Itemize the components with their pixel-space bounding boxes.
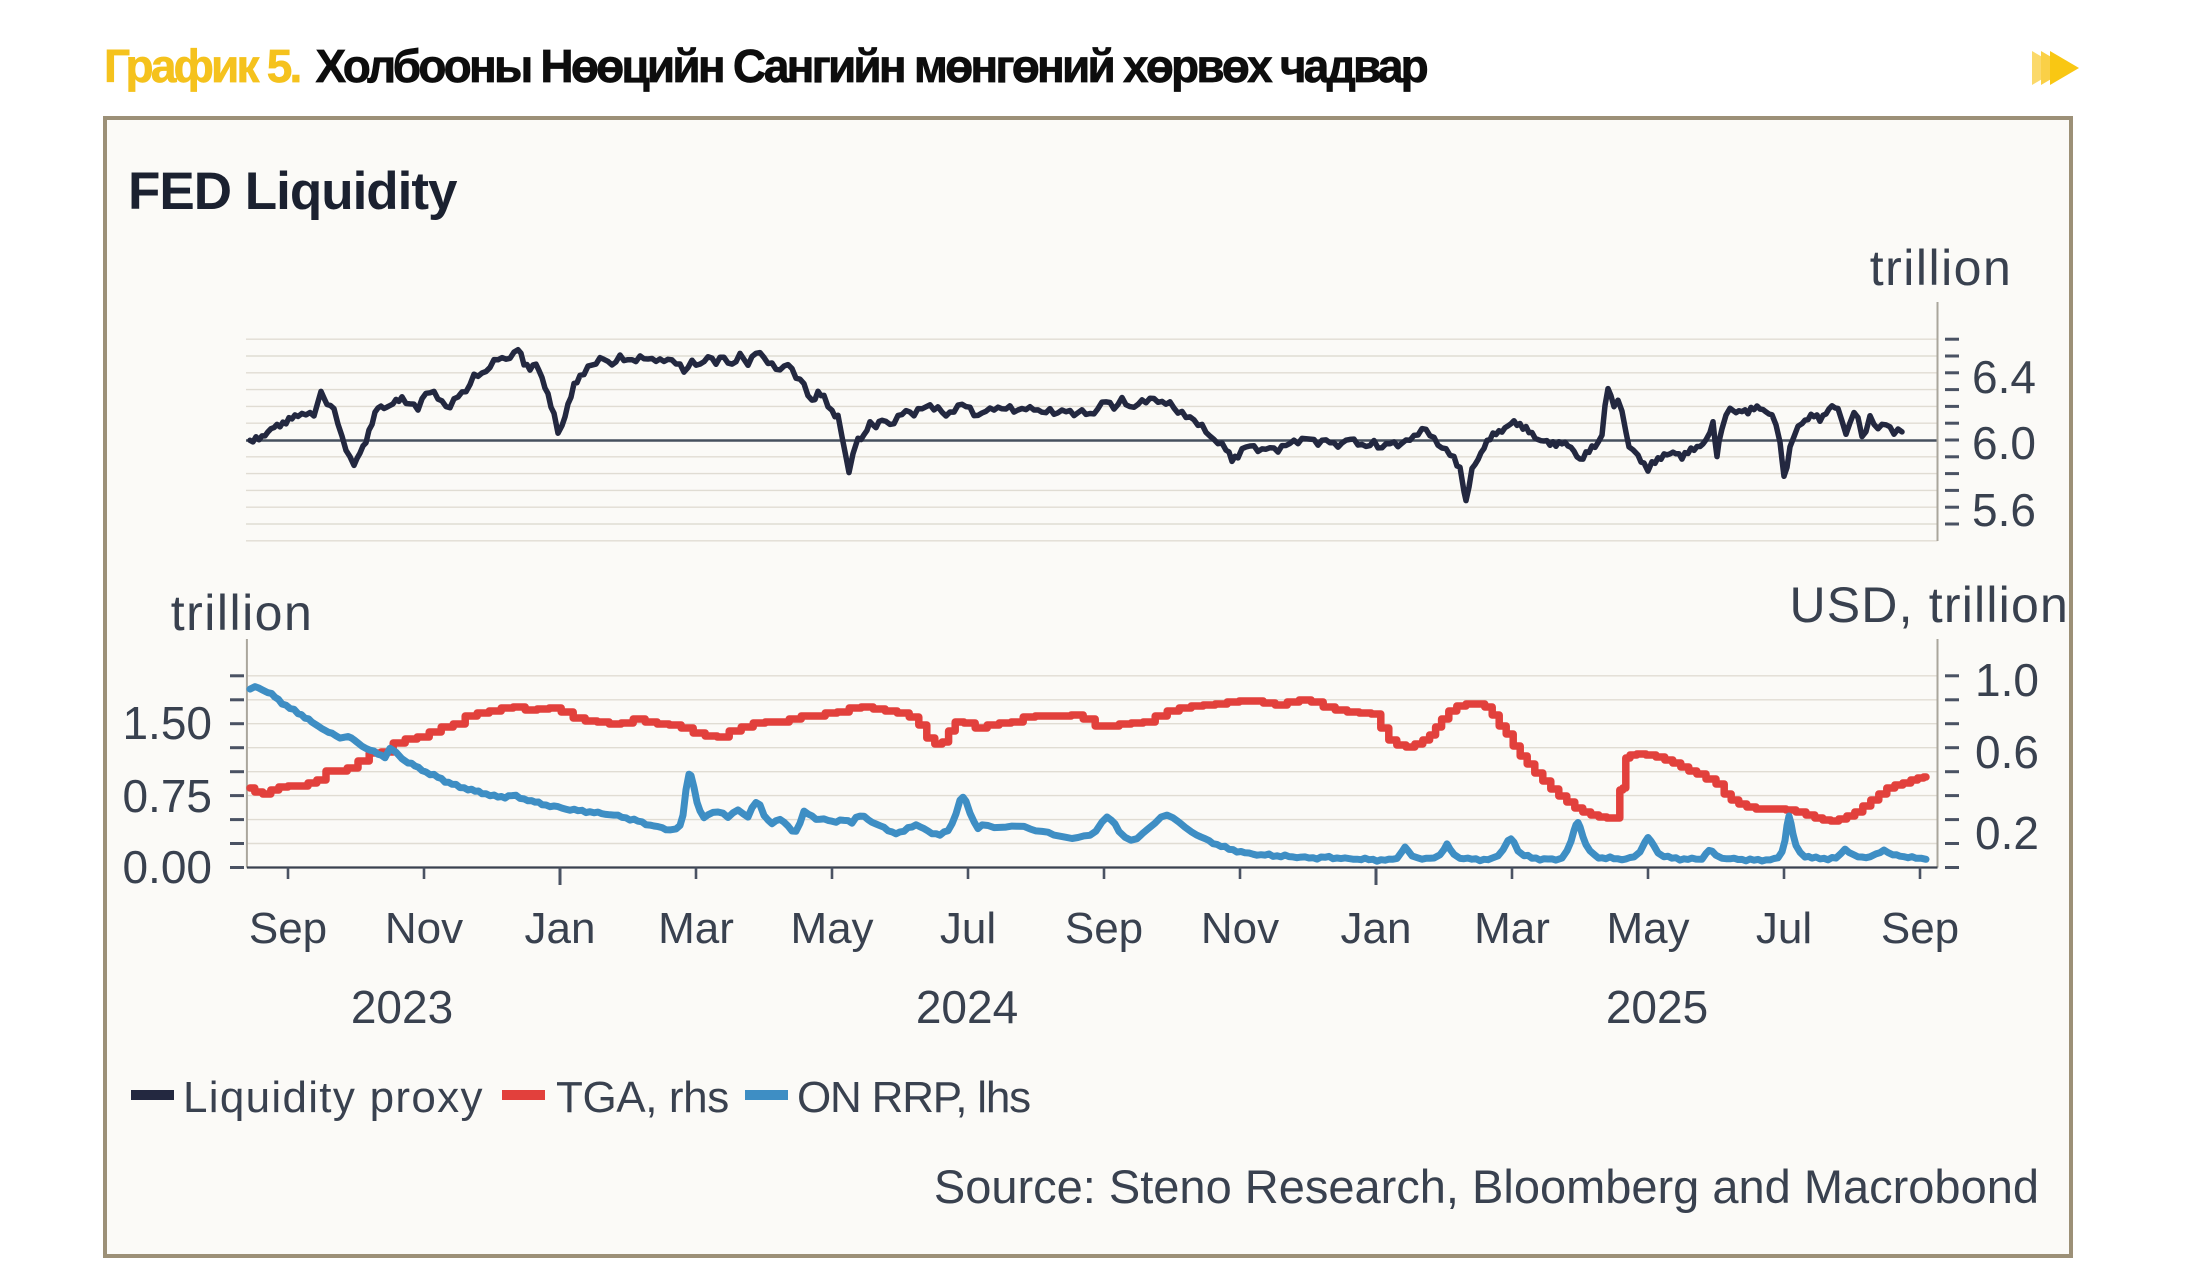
svg-text:5.6: 5.6	[1972, 484, 2036, 536]
svg-text:1.0: 1.0	[1975, 654, 2039, 706]
svg-text:trillion: trillion	[171, 585, 314, 641]
svg-text:May: May	[790, 904, 873, 953]
svg-text:0.6: 0.6	[1975, 726, 2039, 778]
svg-text:0.75: 0.75	[122, 770, 212, 822]
svg-text:Mar: Mar	[1474, 904, 1550, 953]
svg-text:Jul: Jul	[940, 904, 996, 953]
svg-text:0.00: 0.00	[122, 841, 212, 893]
svg-text:Liquidity proxy: Liquidity proxy	[183, 1073, 484, 1122]
svg-text:trillion: trillion	[1870, 240, 2013, 296]
svg-text:Mar: Mar	[658, 904, 734, 953]
svg-text:May: May	[1606, 904, 1689, 953]
svg-text:6.4: 6.4	[1972, 351, 2036, 403]
svg-text:2023: 2023	[351, 981, 453, 1033]
svg-text:Jul: Jul	[1756, 904, 1812, 953]
svg-text:Sep: Sep	[249, 904, 327, 953]
svg-text:Jan: Jan	[1341, 904, 1412, 953]
svg-text:Nov: Nov	[385, 904, 463, 953]
svg-text:2024: 2024	[916, 981, 1018, 1033]
svg-text:1.50: 1.50	[122, 697, 212, 749]
svg-text:6.0: 6.0	[1972, 417, 2036, 469]
svg-text:Jan: Jan	[525, 904, 596, 953]
svg-text:Sep: Sep	[1065, 904, 1143, 953]
svg-text:Nov: Nov	[1201, 904, 1279, 953]
svg-text:2025: 2025	[1606, 981, 1708, 1033]
svg-text:ON RRP, lhs: ON RRP, lhs	[797, 1073, 1030, 1122]
svg-text:Source: Steno Research, Bloomb: Source: Steno Research, Bloomberg and Ma…	[934, 1160, 2039, 1213]
svg-text:Sep: Sep	[1881, 904, 1959, 953]
svg-text:USD, trillion: USD, trillion	[1789, 577, 2069, 633]
svg-text:0.2: 0.2	[1975, 807, 2039, 859]
svg-text:TGA, rhs: TGA, rhs	[556, 1073, 729, 1122]
